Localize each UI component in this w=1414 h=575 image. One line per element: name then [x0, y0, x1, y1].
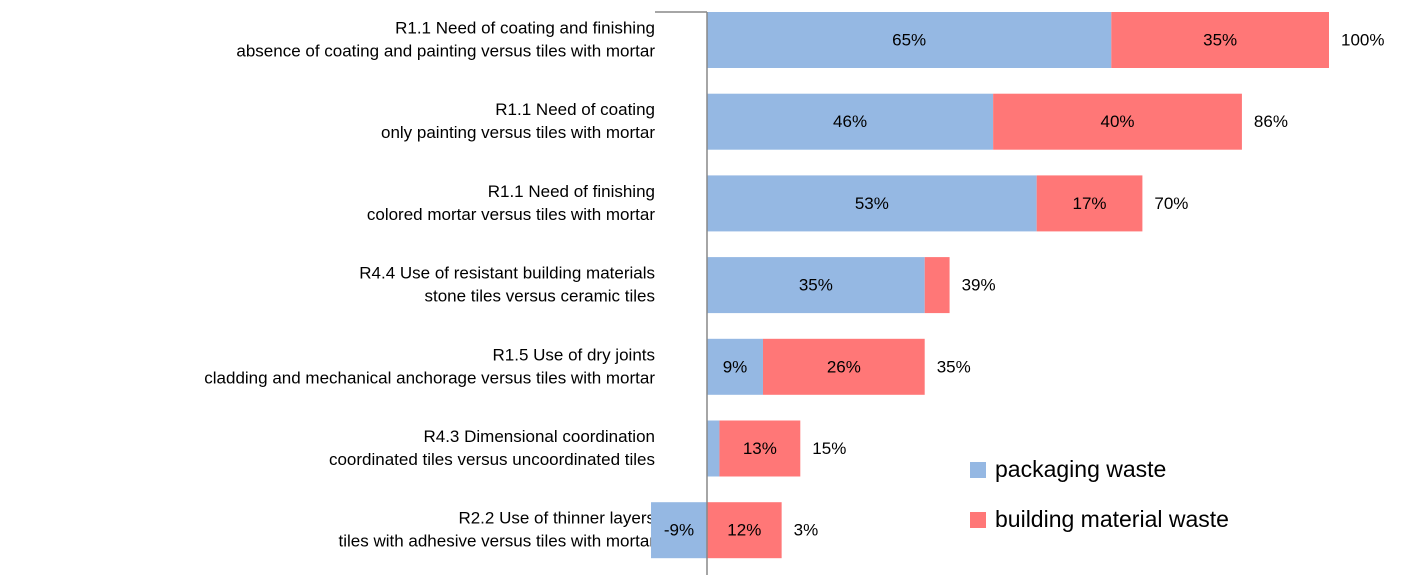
- category-label: R4.4 Use of resistant building materials: [359, 264, 655, 283]
- value-label: 17%: [1073, 194, 1107, 213]
- value-label: 35%: [1203, 30, 1237, 49]
- value-label: 26%: [827, 357, 861, 376]
- total-label: 100%: [1341, 30, 1384, 49]
- category-label: absence of coating and painting versus t…: [236, 41, 655, 60]
- bar-segment: [1111, 12, 1329, 68]
- total-label: 86%: [1254, 112, 1288, 131]
- category-label: R1.1 Need of coating and finishing: [395, 18, 655, 37]
- bar-segment: [993, 93, 1242, 150]
- value-label: 65%: [892, 30, 926, 49]
- value-label: 9%: [723, 357, 748, 376]
- value-label: 40%: [1101, 112, 1135, 131]
- total-label: 39%: [962, 276, 996, 295]
- category-label: R4.3 Dimensional coordination: [423, 427, 655, 446]
- category-label: R2.2 Use of thinner layers: [458, 509, 655, 528]
- legend-label: building material waste: [995, 506, 1229, 532]
- category-label: coordinated tiles versus uncoordinated t…: [329, 450, 655, 469]
- legend-swatch: [970, 512, 986, 528]
- bar-segment: [707, 420, 720, 477]
- value-label: 13%: [743, 439, 777, 458]
- bar-segment: [1036, 175, 1143, 232]
- value-label: 46%: [833, 112, 867, 131]
- category-label: R1.1 Need of coating: [495, 100, 655, 119]
- category-label: R1.5 Use of dry joints: [492, 345, 655, 364]
- category-label: stone tiles versus ceramic tiles: [424, 287, 655, 306]
- total-label: 70%: [1154, 194, 1188, 213]
- value-label: -9%: [664, 521, 694, 540]
- category-label: only painting versus tiles with mortar: [381, 123, 655, 142]
- value-label: 12%: [727, 521, 761, 540]
- bar-segment: [762, 338, 925, 395]
- bar-segment: [707, 502, 782, 559]
- value-label: 53%: [855, 194, 889, 213]
- category-label: tiles with adhesive versus tiles with mo…: [338, 532, 655, 551]
- total-label: 15%: [812, 439, 846, 458]
- legend-swatch: [970, 462, 986, 478]
- category-label: colored mortar versus tiles with mortar: [367, 205, 655, 224]
- legend-label: packaging waste: [995, 456, 1166, 482]
- bar-segment: [707, 175, 1037, 232]
- bar-segment: [651, 502, 707, 559]
- bar-segment: [719, 420, 801, 477]
- bar-segment: [707, 93, 994, 150]
- total-label: 3%: [794, 521, 819, 540]
- value-label: 35%: [799, 276, 833, 295]
- bar-segment: [707, 12, 1112, 68]
- bar-segment: [707, 257, 925, 314]
- bar-segment: [924, 257, 950, 314]
- category-label: R1.1 Need of finishing: [488, 182, 655, 201]
- bar-segment: [707, 338, 763, 395]
- total-label: 35%: [937, 357, 971, 376]
- category-label: cladding and mechanical anchorage versus…: [204, 368, 655, 387]
